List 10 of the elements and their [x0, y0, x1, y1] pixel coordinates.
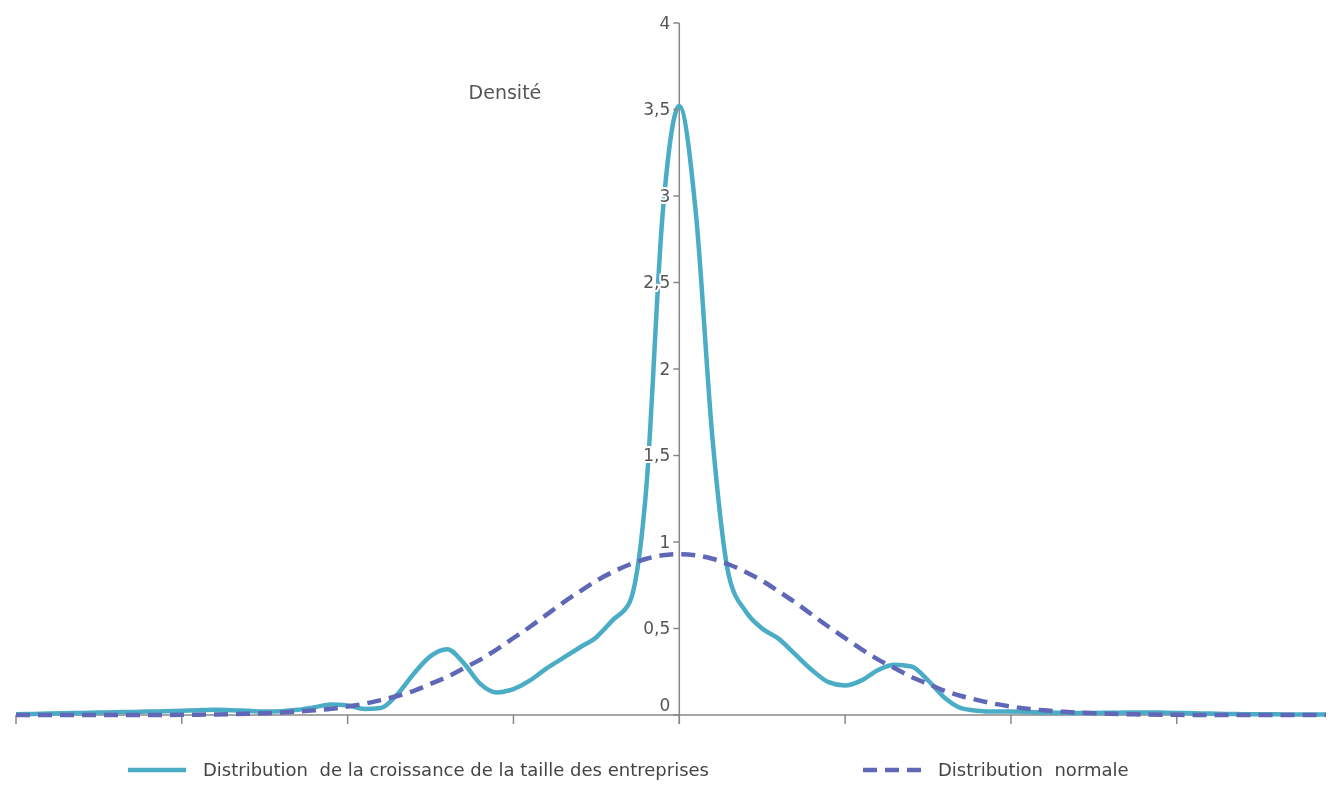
y-tick-label: 3 — [659, 185, 671, 206]
legend-label: Distribution de la croissance de la taille des entreprises — [203, 759, 709, 781]
y-tick-label: 0,5 — [643, 618, 671, 639]
y-tick-label: 1 — [659, 531, 671, 552]
y-tick-label: 0 — [659, 694, 671, 715]
legend-label: Distribution normale — [938, 759, 1129, 781]
y-tick-label: 3,5 — [643, 99, 671, 120]
y-tick-label: 4 — [659, 12, 671, 33]
y-axis-title: Densité — [468, 80, 542, 103]
y-tick-label: 2 — [659, 358, 671, 379]
